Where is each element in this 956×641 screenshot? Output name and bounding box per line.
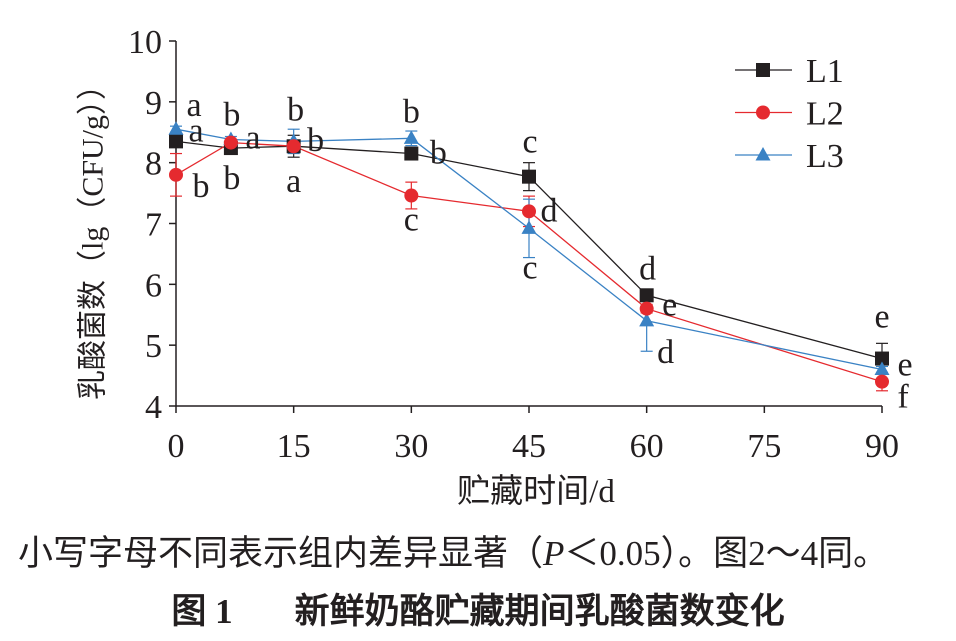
y-tick-label: 6	[145, 267, 162, 304]
significance-letter-l2: d	[541, 192, 558, 229]
x-tick-label: 75	[747, 428, 781, 465]
figure-note: 小写字母不同表示组内差异显著（P＜0.05）。图2～4同。	[18, 532, 888, 576]
data-point-l2-circle	[875, 374, 889, 389]
legend-label: L3	[806, 138, 844, 175]
legend: L1 L2 L3	[735, 53, 844, 175]
significance-letter-l3: b	[287, 91, 304, 128]
legend-label: L2	[806, 96, 844, 133]
y-tick-label: 4	[145, 389, 162, 426]
y-axis-label: 乳酸菌数（lg（CFU/g））	[77, 70, 110, 400]
significance-letter-l3: b	[403, 93, 420, 130]
x-tick-label: 45	[512, 428, 546, 465]
legend-marker-triangle	[755, 147, 771, 161]
data-point-l3-triangle	[521, 220, 537, 234]
data-point-l1-square	[522, 169, 536, 184]
significance-letter-l2: c	[404, 202, 419, 239]
x-tick-label: 15	[277, 428, 311, 465]
legend-item-l2: L2	[735, 96, 844, 133]
significance-letter-l2: e	[662, 287, 677, 324]
figure-caption: 图 1 新鲜奶酪贮藏期间乳酸菌数变化	[0, 590, 956, 634]
legend-item-l1: L1	[735, 53, 844, 90]
legend-marker-square	[756, 63, 770, 77]
x-tick-label: 30	[394, 428, 428, 465]
significance-letter-l3: d	[657, 334, 674, 371]
significance-letter-l1: e	[874, 299, 889, 336]
y-tick-label: 5	[145, 328, 162, 365]
data-point-l1-square	[404, 146, 419, 161]
legend-item-l3: L3	[735, 138, 844, 175]
data-markers	[168, 121, 890, 389]
significance-letter-l2: b	[193, 168, 210, 205]
legend-label: L1	[806, 53, 844, 90]
significance-letter-l1: b	[223, 160, 240, 197]
significance-letter-l3: a	[186, 87, 201, 124]
data-point-l3-triangle	[874, 361, 890, 375]
data-point-l2-circle	[522, 204, 536, 219]
note-text: 小写字母不同表示组内差异显著（	[18, 534, 544, 573]
data-point-l3-triangle	[403, 130, 419, 144]
data-point-l3-triangle	[168, 121, 184, 135]
x-axis-label: 贮藏时间/d	[457, 473, 615, 510]
significance-letter-l1: c	[522, 124, 537, 161]
note-p-symbol: P	[543, 534, 565, 573]
data-point-l2-circle	[404, 188, 419, 203]
note-text-end: ＜0.05）。图2～4同。	[564, 534, 889, 573]
figure-title: 新鲜奶酪贮藏期间乳酸菌数变化	[294, 592, 785, 631]
significance-letter-l1: b	[430, 135, 447, 172]
y-tick-label: 8	[145, 146, 162, 183]
data-point-l1-square	[875, 351, 889, 366]
data-point-l2-circle	[286, 139, 301, 154]
significance-letter-l2: a	[245, 120, 260, 157]
significance-letter-l3: e	[897, 347, 912, 384]
significance-letter-l2: f	[897, 379, 909, 416]
data-point-l2-circle	[639, 301, 654, 316]
data-point-l1-square	[639, 288, 654, 303]
significance-letter-l2: a	[286, 163, 301, 200]
data-point-l2-circle	[223, 135, 238, 150]
data-point-l3-triangle	[639, 312, 655, 327]
y-tick-label: 9	[145, 85, 162, 122]
data-point-l1-square	[169, 134, 183, 149]
figure-number: 图 1	[171, 592, 233, 631]
legend-marker-circle	[756, 105, 770, 120]
y-tick-label: 10	[128, 24, 162, 61]
significance-letter-l1: d	[639, 250, 656, 287]
x-tick-label: 0	[168, 428, 185, 465]
data-point-l2-circle	[169, 167, 183, 182]
y-tick-label: 7	[145, 207, 162, 244]
significance-letter-l1: b	[307, 122, 324, 159]
x-tick-label: 60	[630, 428, 664, 465]
x-tick-label: 90	[865, 428, 899, 465]
significance-letter-l3: b	[223, 97, 240, 134]
significance-letter-l3: c	[522, 249, 537, 286]
significance-letter-l1: a	[188, 112, 203, 149]
